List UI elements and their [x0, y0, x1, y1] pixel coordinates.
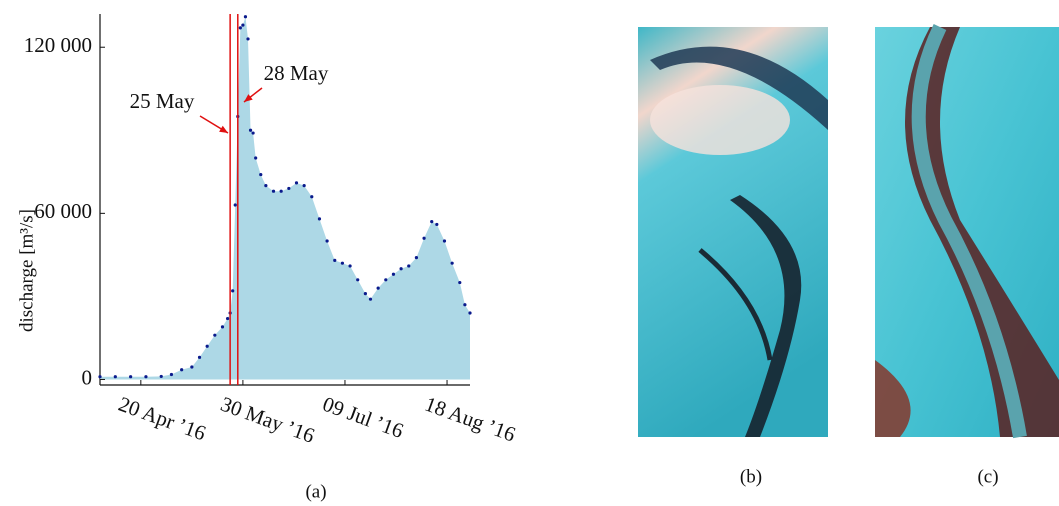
- image-b: [638, 27, 828, 437]
- point: [435, 223, 438, 226]
- point: [415, 256, 418, 259]
- point: [400, 267, 403, 270]
- x-tick-label: 18 Aug ’16: [422, 392, 519, 447]
- point: [226, 317, 229, 320]
- image-c: [875, 27, 1059, 437]
- point: [295, 181, 298, 184]
- point: [348, 264, 351, 267]
- point: [234, 203, 237, 206]
- point: [458, 281, 461, 284]
- point: [213, 334, 216, 337]
- point: [239, 26, 242, 29]
- point: [160, 375, 163, 378]
- point: [463, 303, 466, 306]
- y-axis-label: discharge [m³/s]: [16, 209, 37, 332]
- point: [356, 278, 359, 281]
- point: [422, 237, 425, 240]
- x-tick-label: 20 Apr ’16: [115, 392, 209, 446]
- point: [326, 239, 329, 242]
- point: [333, 259, 336, 262]
- point: [280, 190, 283, 193]
- point: [98, 375, 101, 378]
- point: [144, 375, 147, 378]
- y-tick-label: 60 000: [34, 199, 92, 223]
- annotation: 25 May: [130, 89, 195, 113]
- point: [246, 37, 249, 40]
- arrow-head: [219, 126, 228, 133]
- figure: discharge [m³/s] (a) (b) (c) 0 60 000 120 …: [0, 0, 1059, 506]
- point: [443, 239, 446, 242]
- point: [303, 184, 306, 187]
- point: [377, 286, 380, 289]
- point: [392, 273, 395, 276]
- point: [259, 173, 262, 176]
- point: [231, 289, 234, 292]
- point: [430, 220, 433, 223]
- point: [364, 292, 367, 295]
- x-tick-label: 30 May ’16: [218, 392, 318, 448]
- y-tick-label: 120 000: [24, 33, 92, 57]
- point: [190, 365, 193, 368]
- point: [198, 356, 201, 359]
- caption-a: (a): [305, 481, 326, 502]
- point: [341, 262, 344, 265]
- point: [384, 278, 387, 281]
- point: [241, 23, 244, 26]
- point: [206, 345, 209, 348]
- x-tick-label: 09 Jul ’16: [320, 392, 407, 443]
- point: [244, 15, 247, 18]
- point: [180, 368, 183, 371]
- y-tick-label: 0: [82, 365, 93, 389]
- point: [287, 187, 290, 190]
- point: [114, 375, 117, 378]
- point: [264, 184, 267, 187]
- caption-b: (b): [740, 466, 762, 487]
- point: [369, 298, 372, 301]
- annotation: 28 May: [264, 61, 329, 85]
- point: [318, 217, 321, 220]
- point: [468, 311, 471, 314]
- point: [451, 262, 454, 265]
- point: [221, 325, 224, 328]
- point: [129, 375, 132, 378]
- point: [407, 264, 410, 267]
- point: [170, 373, 173, 376]
- point: [252, 131, 255, 134]
- point: [310, 195, 313, 198]
- point: [272, 190, 275, 193]
- caption-c: (c): [977, 466, 998, 487]
- point: [254, 156, 257, 159]
- point: [249, 129, 252, 132]
